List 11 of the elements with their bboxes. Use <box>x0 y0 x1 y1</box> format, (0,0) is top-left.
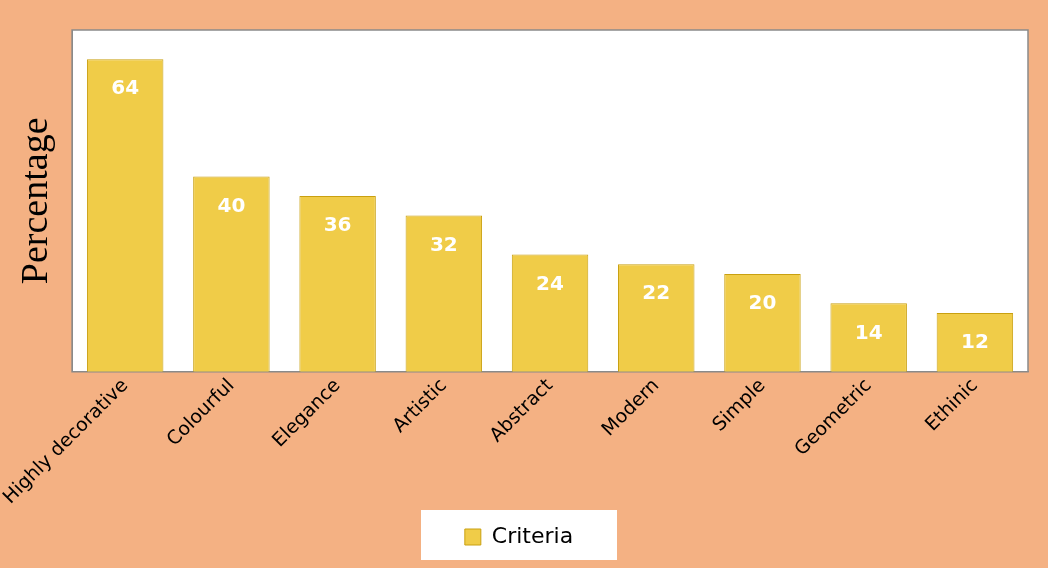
data-label: 24 <box>536 270 564 295</box>
data-label: 32 <box>429 231 458 256</box>
legend-label: Criteria <box>491 522 574 548</box>
data-label: 12 <box>960 329 989 354</box>
data-label: 40 <box>217 192 246 217</box>
y-axis-title: Percentage <box>13 117 56 285</box>
data-label: 22 <box>642 280 671 305</box>
data-label: 14 <box>854 319 883 344</box>
data-label: 20 <box>748 290 777 315</box>
data-label: 36 <box>323 212 352 237</box>
data-label: 64 <box>111 75 140 100</box>
